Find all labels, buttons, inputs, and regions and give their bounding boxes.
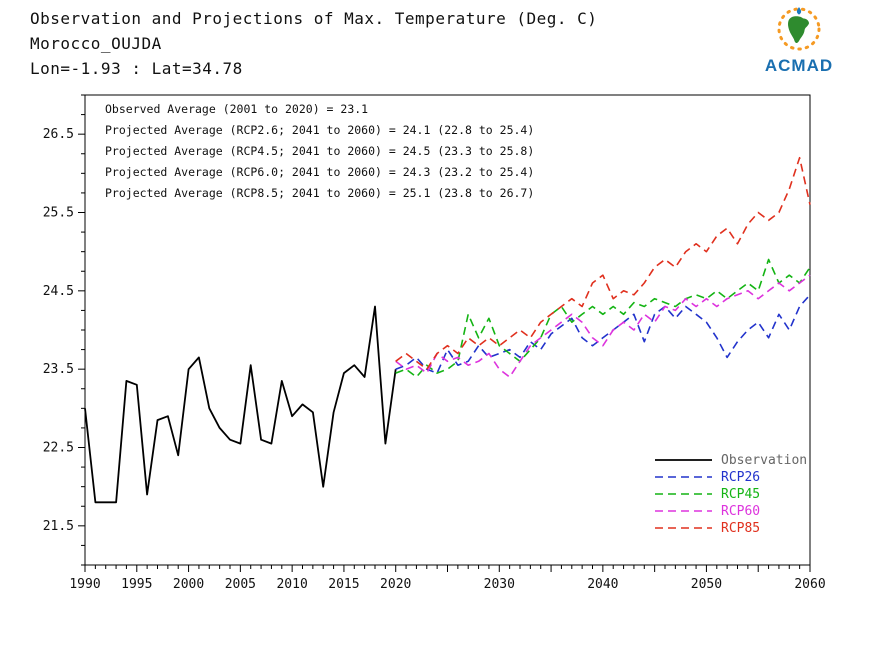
svg-text:2060: 2060 xyxy=(794,577,825,592)
svg-text:RCP60: RCP60 xyxy=(721,504,760,519)
svg-text:26.5: 26.5 xyxy=(43,127,74,142)
svg-text:24.5: 24.5 xyxy=(43,284,74,299)
series-Observation xyxy=(84,305,397,504)
chart-header: Observation and Projections of Max. Temp… xyxy=(30,6,597,81)
annotations: Observed Average (2001 to 2020) = 23.1 Pr… xyxy=(105,102,534,200)
temperature-chart: 1990 1995 2000 2005 2010 2015 2020 2030 2040 2050… xyxy=(0,88,879,659)
svg-text:RCP26: RCP26 xyxy=(721,470,760,485)
svg-text:RCP85: RCP85 xyxy=(721,521,760,536)
svg-text:RCP45: RCP45 xyxy=(721,487,760,502)
svg-text:1995: 1995 xyxy=(121,577,152,592)
acmad-logo: ACMAD xyxy=(755,4,843,76)
chart-title: Observation and Projections of Max. Temp… xyxy=(30,9,598,28)
svg-text:2040: 2040 xyxy=(587,577,618,592)
svg-text:2030: 2030 xyxy=(484,577,515,592)
series-RCP85 xyxy=(395,156,811,371)
svg-text:Projected Average (RCP8.5; 204: Projected Average (RCP8.5; 2041 to 2060)… xyxy=(105,186,534,200)
svg-text:1990: 1990 xyxy=(69,577,100,592)
legend: Observation RCP26 RCP45 RCP60 RCP85 xyxy=(655,453,807,536)
acmad-logo-graphic xyxy=(777,7,821,51)
svg-text:2050: 2050 xyxy=(691,577,722,592)
station-name: Morocco_OUJDA xyxy=(30,34,162,53)
svg-text:2000: 2000 xyxy=(173,577,204,592)
svg-text:21.5: 21.5 xyxy=(43,519,74,534)
series-RCP45 xyxy=(395,258,811,378)
svg-text:2010: 2010 xyxy=(276,577,307,592)
coordinates: Lon=-1.93 : Lat=34.78 xyxy=(30,59,243,78)
axes: 1990 1995 2000 2005 2010 2015 2020 2030 2040 2050… xyxy=(43,94,826,592)
svg-text:22.5: 22.5 xyxy=(43,441,74,456)
svg-text:Projected Average (RCP2.6; 204: Projected Average (RCP2.6; 2041 to 2060)… xyxy=(105,123,534,137)
svg-text:23.5: 23.5 xyxy=(43,362,74,377)
svg-text:Observed Average (2001 to 2020: Observed Average (2001 to 2020) = 23.1 xyxy=(105,102,368,116)
svg-text:25.5: 25.5 xyxy=(43,206,74,221)
svg-text:Observation: Observation xyxy=(721,453,807,468)
svg-text:Projected Average (RCP4.5; 204: Projected Average (RCP4.5; 2041 to 2060)… xyxy=(105,144,534,158)
series-RCP26 xyxy=(395,294,811,374)
svg-text:Projected Average (RCP6.0; 204: Projected Average (RCP6.0; 2041 to 2060)… xyxy=(105,165,534,179)
sunburst-icon xyxy=(777,7,821,51)
svg-text:2020: 2020 xyxy=(380,577,411,592)
plot-svg: 1990 1995 2000 2005 2010 2015 2020 2030 2040 2050… xyxy=(43,94,826,592)
africa-map-icon xyxy=(788,16,809,44)
series-RCP60 xyxy=(395,274,811,378)
water-drop-icon xyxy=(796,7,802,15)
acmad-logo-text: ACMAD xyxy=(764,56,834,75)
svg-text:2005: 2005 xyxy=(225,577,256,592)
svg-text:2015: 2015 xyxy=(328,577,359,592)
